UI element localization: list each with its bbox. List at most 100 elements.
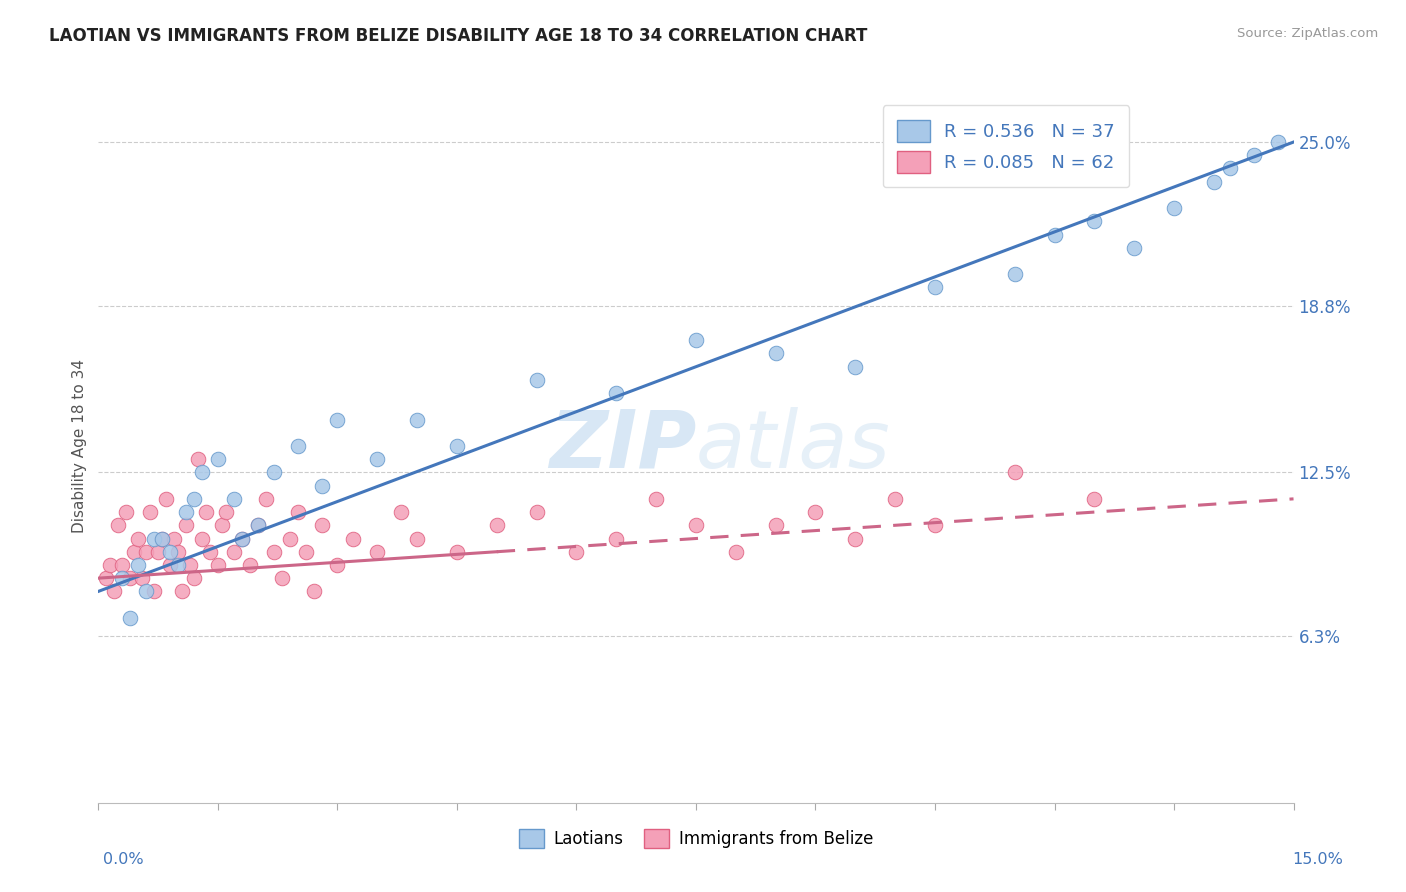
Point: [765, 518, 787, 533]
Point: [287, 439, 309, 453]
Point: [143, 584, 166, 599]
Point: [231, 532, 253, 546]
Point: [884, 491, 907, 506]
Point: [1083, 214, 1105, 228]
Point: [187, 452, 209, 467]
Point: [139, 505, 162, 519]
Point: [111, 558, 134, 572]
Point: [183, 491, 205, 506]
Point: [685, 518, 707, 533]
Legend: Laotians, Immigrants from Belize: Laotians, Immigrants from Belize: [512, 822, 880, 855]
Text: 15.0%: 15.0%: [1292, 852, 1343, 867]
Point: [765, 346, 787, 360]
Point: [135, 545, 157, 559]
Point: [143, 532, 166, 546]
Point: [263, 466, 285, 480]
Point: [155, 491, 177, 506]
Point: [148, 545, 170, 559]
Point: [446, 545, 468, 559]
Point: [326, 412, 349, 426]
Point: [150, 532, 173, 546]
Point: [278, 532, 301, 546]
Point: [98, 558, 122, 572]
Point: [127, 558, 149, 572]
Point: [111, 571, 134, 585]
Point: [565, 545, 588, 559]
Text: LAOTIAN VS IMMIGRANTS FROM BELIZE DISABILITY AGE 18 TO 34 CORRELATION CHART: LAOTIAN VS IMMIGRANTS FROM BELIZE DISABI…: [49, 27, 868, 45]
Point: [107, 518, 129, 533]
Point: [263, 545, 285, 559]
Point: [103, 584, 125, 599]
Point: [215, 505, 238, 519]
Point: [174, 505, 197, 519]
Point: [172, 584, 194, 599]
Point: [1123, 241, 1146, 255]
Point: [131, 571, 153, 585]
Point: [526, 373, 548, 387]
Point: [183, 571, 205, 585]
Point: [287, 505, 309, 519]
Point: [174, 518, 197, 533]
Point: [159, 545, 181, 559]
Point: [685, 333, 707, 347]
Point: [163, 532, 186, 546]
Point: [127, 532, 149, 546]
Point: [246, 518, 269, 533]
Point: [115, 505, 138, 519]
Point: [1267, 135, 1289, 149]
Point: [645, 491, 668, 506]
Point: [159, 558, 181, 572]
Point: [326, 558, 349, 572]
Point: [167, 558, 190, 572]
Point: [179, 558, 201, 572]
Point: [302, 584, 325, 599]
Point: [270, 571, 292, 585]
Point: [406, 532, 429, 546]
Point: [924, 280, 946, 294]
Point: [366, 545, 388, 559]
Point: [1163, 201, 1185, 215]
Point: [446, 439, 468, 453]
Point: [120, 571, 142, 585]
Point: [195, 505, 218, 519]
Point: [207, 558, 229, 572]
Point: [207, 452, 229, 467]
Point: [231, 532, 253, 546]
Point: [844, 359, 866, 374]
Point: [120, 611, 142, 625]
Point: [605, 386, 627, 401]
Point: [311, 478, 333, 492]
Point: [246, 518, 269, 533]
Point: [294, 545, 316, 559]
Point: [124, 545, 146, 559]
Point: [366, 452, 388, 467]
Text: 0.0%: 0.0%: [103, 852, 143, 867]
Point: [222, 545, 245, 559]
Point: [1004, 466, 1026, 480]
Point: [1243, 148, 1265, 162]
Point: [311, 518, 333, 533]
Point: [211, 518, 233, 533]
Point: [198, 545, 221, 559]
Point: [1202, 175, 1225, 189]
Point: [222, 491, 245, 506]
Point: [924, 518, 946, 533]
Text: atlas: atlas: [696, 407, 891, 485]
Point: [1043, 227, 1066, 242]
Point: [1083, 491, 1105, 506]
Point: [135, 584, 157, 599]
Point: [239, 558, 262, 572]
Point: [342, 532, 364, 546]
Point: [406, 412, 429, 426]
Point: [254, 491, 277, 506]
Y-axis label: Disability Age 18 to 34: Disability Age 18 to 34: [72, 359, 87, 533]
Point: [804, 505, 827, 519]
Text: ZIP: ZIP: [548, 407, 696, 485]
Point: [389, 505, 412, 519]
Point: [191, 466, 214, 480]
Point: [191, 532, 214, 546]
Point: [150, 532, 173, 546]
Point: [526, 505, 548, 519]
Point: [724, 545, 747, 559]
Point: [485, 518, 508, 533]
